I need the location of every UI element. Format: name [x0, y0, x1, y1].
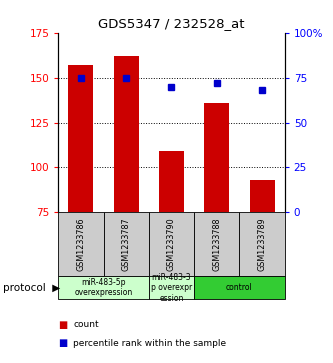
Bar: [58, 276, 149, 299]
Bar: [250, 180, 274, 212]
Text: GSM1233790: GSM1233790: [167, 217, 176, 271]
Bar: [58, 212, 104, 276]
Title: GDS5347 / 232528_at: GDS5347 / 232528_at: [98, 17, 245, 30]
Text: miR-483-5p
overexpression: miR-483-5p overexpression: [75, 278, 133, 297]
Text: count: count: [73, 321, 99, 329]
Bar: [204, 103, 229, 212]
Bar: [149, 276, 194, 299]
Bar: [114, 56, 139, 212]
Bar: [159, 151, 184, 212]
Text: GSM1233787: GSM1233787: [122, 217, 131, 271]
Text: GSM1233788: GSM1233788: [212, 217, 221, 271]
Bar: [149, 212, 194, 276]
Text: protocol  ▶: protocol ▶: [3, 283, 61, 293]
Bar: [194, 212, 239, 276]
Bar: [194, 276, 285, 299]
Text: ■: ■: [58, 338, 68, 348]
Text: control: control: [226, 283, 253, 292]
Bar: [239, 212, 285, 276]
Text: percentile rank within the sample: percentile rank within the sample: [73, 339, 226, 347]
Bar: [69, 65, 93, 212]
Bar: [104, 212, 149, 276]
Text: GSM1233789: GSM1233789: [257, 217, 267, 271]
Text: GSM1233786: GSM1233786: [76, 217, 86, 271]
Text: ■: ■: [58, 320, 68, 330]
Text: miR-483-3
p overexpr
ession: miR-483-3 p overexpr ession: [151, 273, 192, 303]
